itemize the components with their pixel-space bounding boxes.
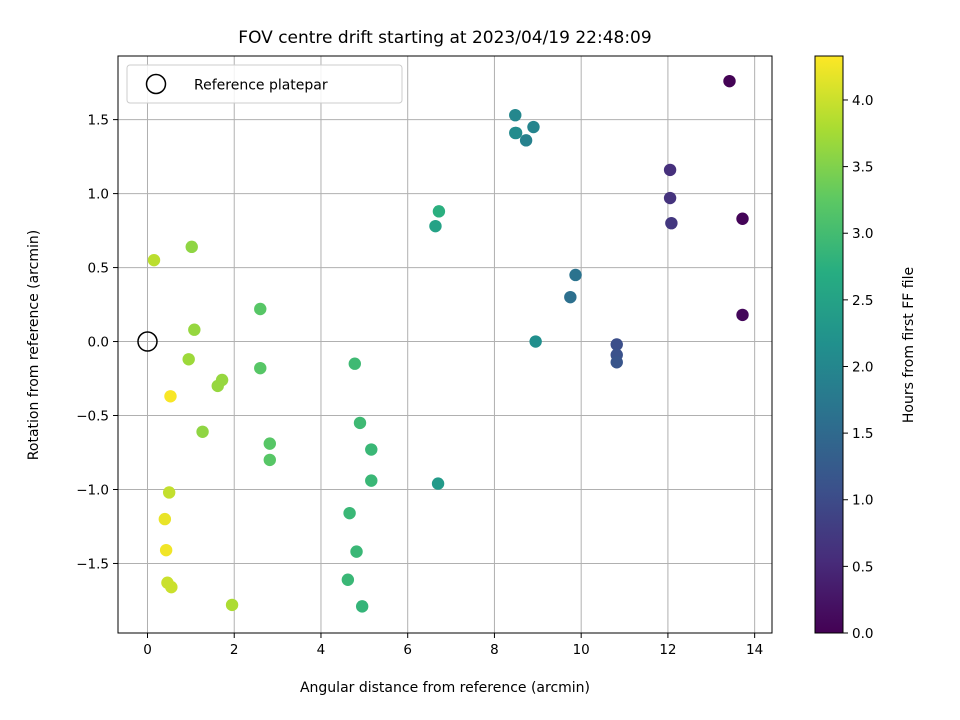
chart-title: FOV centre drift starting at 2023/04/19 … <box>238 28 651 48</box>
data-point <box>569 268 582 282</box>
data-point <box>509 108 522 122</box>
data-point <box>564 290 577 304</box>
data-point <box>165 580 178 594</box>
y-tick-label: −1.5 <box>76 556 109 572</box>
data-point <box>343 506 356 520</box>
data-point <box>341 573 355 586</box>
data-point <box>188 323 201 336</box>
y-tick-label: −0.5 <box>76 409 109 425</box>
data-point <box>355 600 369 613</box>
x-tick-label: 4 <box>317 642 326 658</box>
x-tick-label: 14 <box>746 642 763 658</box>
x-tick-label: 6 <box>403 642 412 658</box>
data-point <box>663 163 677 177</box>
y-tick-label: 0.5 <box>88 261 109 277</box>
x-tick-label: 10 <box>573 642 590 658</box>
colorbar-tick-label: 1.0 <box>852 493 873 509</box>
x-tick-label: 2 <box>230 642 239 658</box>
x-tick-label: 0 <box>143 642 152 658</box>
data-point <box>610 338 623 351</box>
data-point <box>348 357 361 370</box>
y-tick-label: 1.5 <box>88 113 109 129</box>
data-point <box>736 212 749 225</box>
plot-frame <box>117 55 773 634</box>
data-point <box>147 253 161 267</box>
data-point <box>431 477 445 490</box>
y-tick-label: 0.0 <box>88 335 109 351</box>
plot-background <box>118 56 772 633</box>
data-point <box>263 453 276 467</box>
y-axis-label: Rotation from reference (arcmin) <box>26 230 42 460</box>
y-tick-label: −1.0 <box>76 482 109 498</box>
data-point <box>723 74 736 88</box>
legend-marker-open-circle <box>145 73 167 95</box>
data-point <box>736 308 749 322</box>
data-point <box>263 437 276 450</box>
data-point <box>365 474 378 487</box>
data-point <box>610 356 623 369</box>
data-point <box>159 543 173 557</box>
data-point <box>429 219 442 233</box>
x-tick-label: 12 <box>659 642 676 658</box>
data-point <box>350 545 363 558</box>
data-point <box>182 353 195 366</box>
colorbar-tick-label: 2.5 <box>852 293 873 309</box>
colorbar-tick-label: 1.5 <box>852 426 873 442</box>
colorbar-tick-label: 2.0 <box>852 359 873 375</box>
colorbar-tick-label: 4.0 <box>852 93 873 109</box>
plot-area: 0 2 4 6 8 10 12 14 −1.5 −1.0 −0.5 0.0 0.5 1.0 1.5 <box>76 55 773 658</box>
colorbar-tick-label: 3.5 <box>852 160 873 176</box>
colorbar-label: Hours from first FF file <box>901 267 917 423</box>
legend-label: Reference platepar <box>194 78 328 94</box>
data-point <box>432 205 446 218</box>
data-point <box>665 216 678 230</box>
legend-box <box>126 64 403 104</box>
data-point <box>254 361 267 375</box>
colorbar-scale <box>814 55 844 634</box>
data-point <box>365 443 378 456</box>
reference-point-marker <box>137 331 158 352</box>
data-point <box>196 425 209 438</box>
colorbar-tick-label: 0.0 <box>852 626 873 642</box>
data-point <box>164 390 177 403</box>
legend: Reference platepar <box>126 64 403 104</box>
data-point <box>158 512 172 526</box>
data-point <box>509 126 523 140</box>
colorbar-tick-label: 3.0 <box>852 226 873 242</box>
data-point <box>254 302 267 316</box>
data-point <box>529 335 542 348</box>
data-point <box>211 379 224 393</box>
x-axis-label: Angular distance from reference (arcmin) <box>300 680 590 696</box>
data-point <box>519 134 533 147</box>
data-point <box>663 191 677 205</box>
colorbar: 0.0 0.5 1.0 1.5 2.0 2.5 3.0 3.5 4.0 <box>814 55 873 642</box>
colorbar-tick-label: 0.5 <box>852 559 873 575</box>
data-point <box>185 240 198 254</box>
x-tick-label: 8 <box>490 642 499 658</box>
y-tick-label: 1.0 <box>88 187 109 203</box>
data-point <box>225 598 239 612</box>
data-point <box>527 120 540 134</box>
data-point <box>353 416 367 430</box>
data-point <box>162 486 176 499</box>
